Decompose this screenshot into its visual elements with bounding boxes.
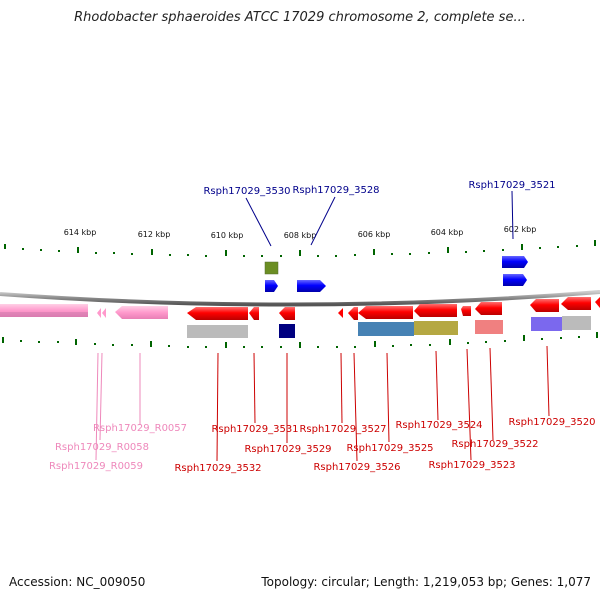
gene-label-R0059: Rsph17029_R0059 (49, 461, 143, 472)
gene-arrow-3531 (249, 307, 259, 320)
ruler-top (4, 240, 596, 257)
gene-label-3523: Rsph17029_3523 (428, 460, 515, 471)
feature-box-3530 (264, 261, 279, 275)
gene-label-3529: Rsph17029_3529 (244, 444, 331, 455)
rna-R0058b (102, 308, 106, 318)
gene-label-3526: Rsph17029_3526 (313, 462, 400, 473)
feature-box-3520 (531, 317, 562, 331)
gene-arrow-3532 (187, 307, 248, 320)
bottom-gene-labels: Rsph17029_R0057 Rsph17029_R0058 Rsph1702… (49, 417, 596, 474)
minus-strand-genes[interactable] (0, 297, 600, 338)
gene-arrow-3525 (358, 306, 413, 319)
accession-text: Accession: NC_009050 (9, 575, 146, 589)
gene-label-3520: Rsph17029_3520 (508, 417, 595, 428)
chromosome-backbone (0, 290, 600, 307)
plus-strand-genes[interactable] (264, 256, 528, 292)
gene-arrow-3521b (503, 274, 527, 286)
gene-label-R0058: Rsph17029_R0058 (55, 442, 149, 453)
gene-label-3528: Rsph17029_3528 (292, 185, 379, 196)
gene-arrow-edge (595, 297, 600, 308)
feature-box-3522 (475, 320, 503, 334)
ruler-label-604: 604 kbp (431, 228, 464, 237)
top-gene-labels: Rsph17029_3530 Rsph17029_3528 Rsph17029_… (203, 180, 555, 197)
gene-label-3522: Rsph17029_3522 (451, 439, 538, 450)
ruler-label-608: 608 kbp (284, 231, 317, 240)
gene-arrow-3529 (279, 307, 295, 320)
gene-label-3525: Rsph17029_3525 (346, 443, 433, 454)
ruler-label-612: 612 kbp (138, 230, 171, 239)
gene-arrow-3520 (530, 299, 559, 312)
feature-box-3532 (187, 325, 248, 338)
gene-arrow-3526 (348, 307, 358, 320)
feature-box-3520b (562, 316, 591, 330)
rna-R0059-shade (0, 312, 88, 317)
gene-label-3521: Rsph17029_3521 (468, 180, 555, 191)
ruler-label-606: 606 kbp (358, 230, 391, 239)
gene-arrow-3530 (265, 280, 278, 292)
ruler-bottom (2, 332, 598, 348)
ruler-label-610: 610 kbp (211, 231, 244, 240)
gene-label-R0057: Rsph17029_R0057 (93, 423, 187, 434)
label-leaders (95, 190, 550, 462)
gene-arrow-3527 (338, 308, 343, 318)
rna-R0058a (97, 308, 101, 318)
ruler-labels: 614 kbp 612 kbp 610 kbp 608 kbp 606 kbp … (64, 225, 537, 240)
topology-text: Topology: circular; Length: 1,219,053 bp… (261, 575, 591, 589)
gene-arrow-3524 (414, 304, 457, 317)
feature-box-3529 (279, 324, 295, 338)
ruler-label-614: 614 kbp (64, 228, 97, 237)
rna-R0057 (115, 306, 168, 319)
ruler-label-602: 602 kbp (504, 225, 537, 234)
feature-box-3525 (358, 322, 414, 336)
gene-label-3524: Rsph17029_3524 (395, 420, 482, 431)
gene-arrow-3528 (297, 280, 326, 292)
gene-label-3527: Rsph17029_3527 (299, 424, 386, 435)
gene-label-3532: Rsph17029_3532 (174, 463, 261, 474)
gene-arrow-3521 (502, 256, 528, 268)
gene-label-3530: Rsph17029_3530 (203, 186, 290, 197)
gene-arrow-3522 (475, 302, 502, 315)
gene-arrow-3520b (561, 297, 591, 310)
map-title: Rhodobacter sphaeroides ATCC 17029 chrom… (74, 10, 526, 25)
gene-label-3531: Rsph17029_3531 (211, 424, 298, 435)
feature-box-3524 (414, 321, 458, 335)
gene-arrow-3523 (461, 306, 471, 316)
